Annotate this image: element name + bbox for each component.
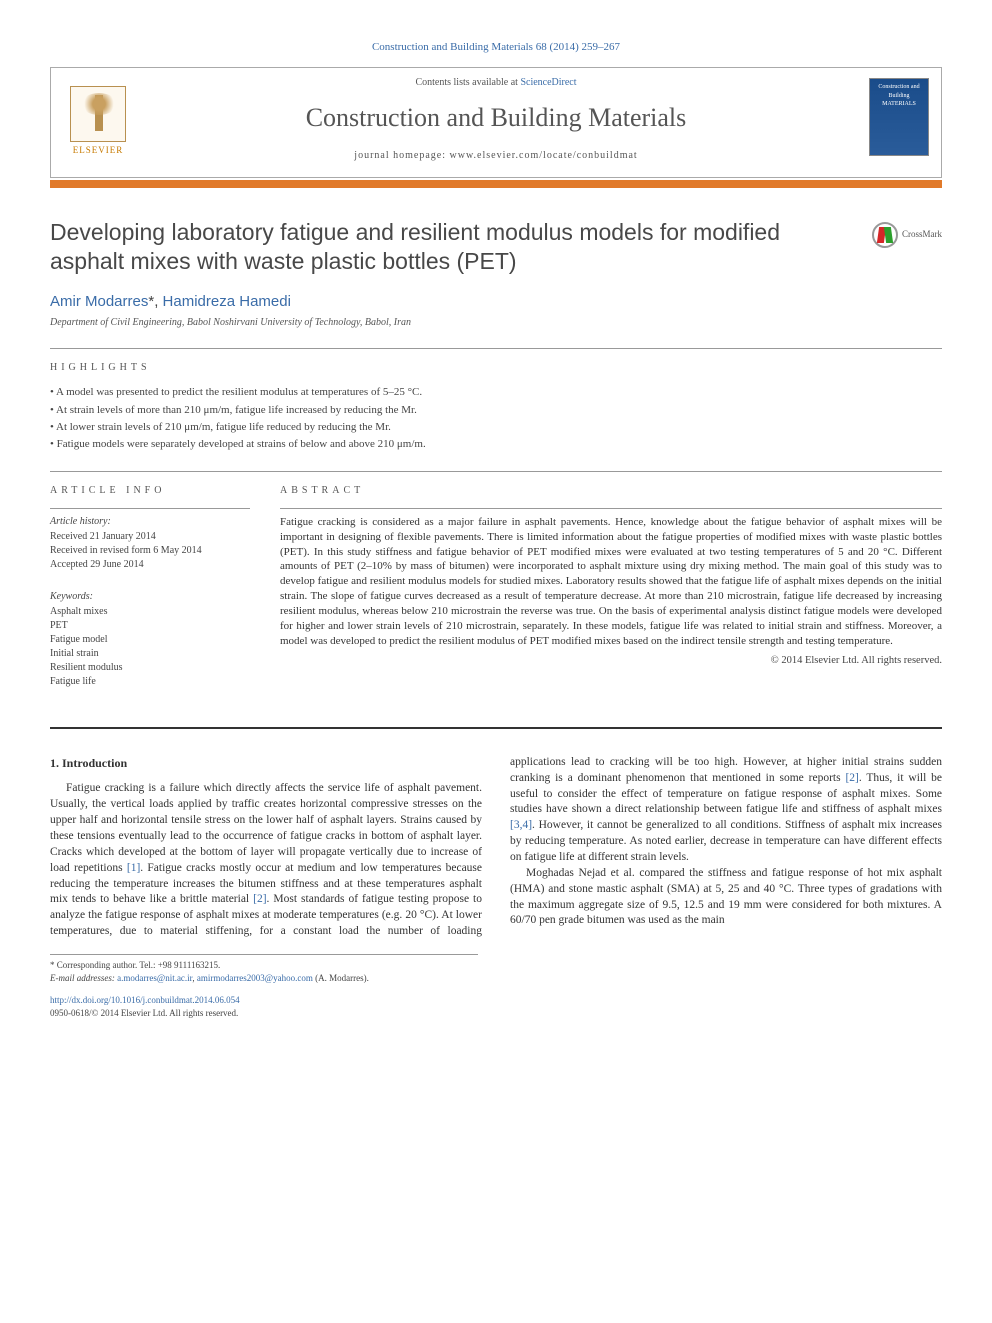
homepage-prefix: journal homepage: — [354, 150, 449, 161]
corresponding-note: * Corresponding author. Tel.: +98 911116… — [50, 959, 478, 972]
info-rule — [50, 508, 250, 509]
ref-1-link[interactable]: [1] — [127, 862, 140, 874]
authors-line: Amir Modarres*, Hamidreza Hamedi — [50, 291, 942, 312]
keyword: Initial strain — [50, 647, 250, 661]
email-who: (A. Modarres). — [315, 973, 369, 983]
crossmark-label: CrossMark — [902, 228, 942, 241]
keyword: Fatigue model — [50, 633, 250, 647]
p1a: Fatigue cracking is a failure which dire… — [50, 782, 482, 873]
rule-2 — [50, 471, 942, 472]
journal-header: ELSEVIER Construction and Building MATER… — [50, 67, 942, 177]
keywords-block: Keywords: Asphalt mixes PET Fatigue mode… — [50, 590, 250, 689]
crossmark-icon — [872, 222, 898, 248]
email-2-link[interactable]: amirmodarres2003@yahoo.com — [197, 973, 313, 983]
elsevier-text: ELSEVIER — [73, 144, 124, 157]
highlight-item: At strain levels of more than 210 μm/m, … — [50, 403, 942, 418]
highlight-item: At lower strain levels of 210 μm/m, fati… — [50, 420, 942, 435]
ref-34-link[interactable]: [3,4] — [510, 819, 532, 831]
ref-2b-link[interactable]: [2] — [845, 772, 858, 784]
bottom-meta: http://dx.doi.org/10.1016/j.conbuildmat.… — [50, 994, 942, 1019]
article-info-col: article info Article history: Received 2… — [50, 484, 250, 707]
ref-2-link[interactable]: [2] — [253, 893, 266, 905]
intro-para-2: Moghadas Nejad et al. compared the stiff… — [510, 866, 942, 929]
date-accepted: Accepted 29 June 2014 — [50, 558, 250, 572]
article-info-label: article info — [50, 484, 250, 498]
email-label: E-mail addresses: — [50, 973, 115, 983]
contents-prefix: Contents lists available at — [415, 77, 520, 88]
abstract-label: abstract — [280, 484, 942, 498]
orange-divider — [50, 180, 942, 188]
date-revised: Received in revised form 6 May 2014 — [50, 544, 250, 558]
abstract-text: Fatigue cracking is considered as a majo… — [280, 515, 942, 649]
abstract-copyright: © 2014 Elsevier Ltd. All rights reserved… — [280, 654, 942, 669]
elsevier-tree-icon — [70, 86, 126, 142]
elsevier-logo: ELSEVIER — [63, 78, 133, 156]
author-sep: , — [154, 293, 162, 310]
highlight-item: A model was presented to predict the res… — [50, 385, 942, 400]
email-1-link[interactable]: a.modarres@nit.ac.ir — [117, 973, 192, 983]
doi-link[interactable]: http://dx.doi.org/10.1016/j.conbuildmat.… — [50, 995, 240, 1005]
journal-name: Construction and Building Materials — [51, 100, 941, 136]
keywords-heading: Keywords: — [50, 590, 250, 604]
article-title: Developing laboratory fatigue and resili… — [50, 218, 860, 276]
article-history: Article history: Received 21 January 201… — [50, 515, 250, 572]
journal-cover-thumb: Construction and Building MATERIALS — [869, 78, 929, 156]
highlights-section: highlights A model was presented to pred… — [50, 361, 942, 453]
intro-heading: 1. Introduction — [50, 755, 482, 772]
abstract-col: abstract Fatigue cracking is considered … — [280, 484, 942, 707]
author-2-link[interactable]: Hamidreza Hamedi — [163, 293, 291, 310]
footnotes: * Corresponding author. Tel.: +98 911116… — [50, 954, 478, 984]
p1e: . However, it cannot be generalized to a… — [510, 819, 942, 863]
date-received: Received 21 January 2014 — [50, 530, 250, 544]
journal-homepage: journal homepage: www.elsevier.com/locat… — [51, 149, 941, 163]
body-columns: 1. Introduction Fatigue cracking is a fa… — [50, 755, 942, 940]
affiliation: Department of Civil Engineering, Babol N… — [50, 316, 942, 330]
issn-copyright: 0950-0618/© 2014 Elsevier Ltd. All right… — [50, 1008, 238, 1018]
keyword: Asphalt mixes — [50, 605, 250, 619]
abstract-rule — [280, 508, 942, 509]
author-1-link[interactable]: Amir Modarres — [50, 293, 148, 310]
highlights-label: highlights — [50, 361, 942, 375]
rule-thick — [50, 727, 942, 729]
keyword: Fatigue life — [50, 675, 250, 689]
history-heading: Article history: — [50, 515, 250, 529]
highlight-item: Fatigue models were separately developed… — [50, 437, 942, 452]
crossmark-badge[interactable]: CrossMark — [872, 222, 942, 248]
keyword: Resilient modulus — [50, 661, 250, 675]
email-line: E-mail addresses: a.modarres@nit.ac.ir, … — [50, 972, 478, 985]
keyword: PET — [50, 619, 250, 633]
highlights-list: A model was presented to predict the res… — [50, 385, 942, 453]
homepage-url: www.elsevier.com/locate/conbuildmat — [450, 150, 638, 161]
contents-available: Contents lists available at ScienceDirec… — [51, 76, 941, 90]
rule-1 — [50, 348, 942, 349]
top-citation: Construction and Building Materials 68 (… — [50, 40, 942, 55]
sciencedirect-link[interactable]: ScienceDirect — [520, 77, 576, 88]
